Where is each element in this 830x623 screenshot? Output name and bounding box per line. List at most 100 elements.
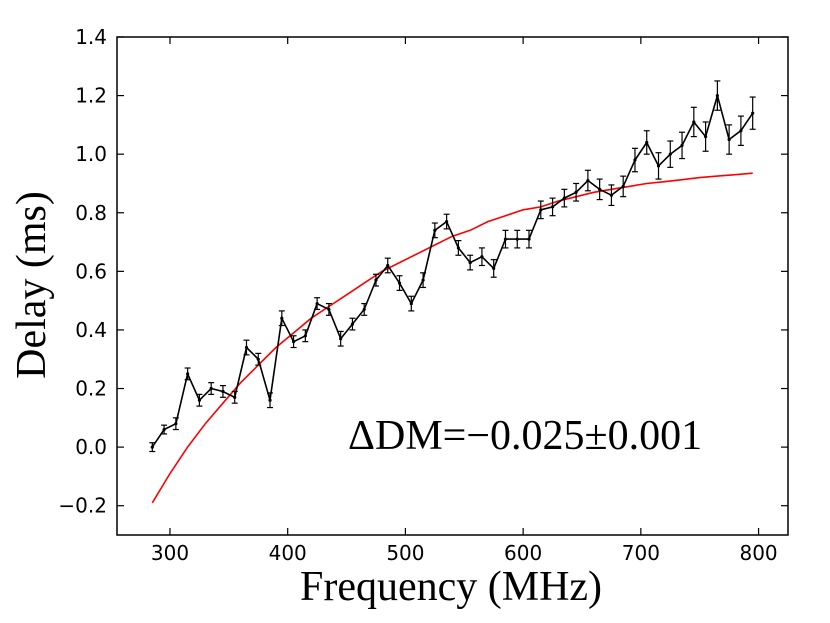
data-point xyxy=(209,386,213,391)
data-point xyxy=(527,237,531,241)
data-point xyxy=(374,278,378,282)
data-point xyxy=(327,307,331,312)
data-point xyxy=(386,263,390,268)
error-bar xyxy=(431,222,438,239)
error-bar xyxy=(467,254,474,271)
y-tick-label: 0.2 xyxy=(75,377,107,401)
error-bar xyxy=(690,106,697,138)
y-axis-title: Delay (ms) xyxy=(9,191,55,379)
data-point xyxy=(303,334,307,338)
data-point xyxy=(562,196,566,200)
error-bar xyxy=(596,178,603,201)
data-point xyxy=(256,357,260,361)
x-axis-title: Frequency (MHz) xyxy=(300,564,602,610)
x-tick-label: 700 xyxy=(622,541,660,565)
error-bar xyxy=(196,393,203,407)
error-bar xyxy=(478,247,485,267)
error-bar xyxy=(172,417,179,431)
data-point xyxy=(621,184,625,188)
data-point xyxy=(433,228,437,232)
data-point xyxy=(162,427,166,432)
axis-ticks: 300 400 500 600 700 800 −0.2 0.0 0.2 0.4 0.6 0.8 1.0… xyxy=(58,25,788,565)
x-tick-label: 400 xyxy=(269,541,307,565)
error-bar xyxy=(643,130,650,155)
error-bar xyxy=(325,302,332,316)
data-point xyxy=(421,278,425,282)
error-bar xyxy=(608,184,615,207)
error-bar xyxy=(302,329,309,343)
error-bar xyxy=(349,317,356,331)
data-point xyxy=(291,340,296,344)
data-point xyxy=(739,129,743,133)
data-point xyxy=(197,398,202,402)
error-bar xyxy=(420,272,427,289)
error-bar xyxy=(278,310,285,327)
error-bar xyxy=(290,335,297,349)
data-point xyxy=(445,219,449,224)
data-point xyxy=(751,111,755,115)
error-bar xyxy=(584,169,591,192)
measured-line xyxy=(151,92,754,448)
data-point xyxy=(244,345,249,350)
y-tick-label: 0.6 xyxy=(75,259,107,283)
error-bar xyxy=(408,295,415,312)
error-bar xyxy=(184,367,191,381)
x-tick-label: 600 xyxy=(504,541,542,565)
error-bar xyxy=(384,257,391,274)
data-point xyxy=(350,322,355,326)
error-bar xyxy=(667,140,674,168)
error-bar xyxy=(561,188,568,208)
error-bar xyxy=(267,392,274,409)
error-bar xyxy=(372,273,379,287)
error-bar xyxy=(514,229,521,249)
data-point xyxy=(598,187,602,191)
x-tick-label: 300 xyxy=(151,541,189,565)
y-tick-label: 0.8 xyxy=(75,201,107,225)
error-bar xyxy=(361,302,368,316)
data-point xyxy=(727,137,731,142)
data-point xyxy=(492,266,496,271)
error-bar xyxy=(255,352,262,366)
data-point xyxy=(550,205,555,209)
delta-dm-annotation: ΔDM=−0.025±0.001 xyxy=(348,413,702,459)
error-bar xyxy=(337,330,344,347)
error-bar xyxy=(749,96,756,130)
data-point xyxy=(409,301,413,306)
data-point xyxy=(174,422,178,426)
data-point xyxy=(539,208,543,212)
error-bar xyxy=(549,197,556,217)
data-point xyxy=(233,395,237,399)
data-point xyxy=(397,281,402,285)
error-bar xyxy=(314,297,321,311)
data-point xyxy=(692,120,696,124)
data-point xyxy=(503,237,508,241)
error-bar xyxy=(396,275,403,291)
error-bar xyxy=(573,182,580,202)
x-tick-label: 500 xyxy=(386,541,424,565)
y-tick-label: 1.2 xyxy=(75,84,107,108)
error-bar xyxy=(679,131,686,160)
data-point xyxy=(633,158,637,162)
data-point xyxy=(515,237,519,241)
data-point xyxy=(456,246,460,250)
data-point xyxy=(680,143,684,147)
error-bar xyxy=(455,239,462,256)
error-bar xyxy=(655,152,662,180)
data-point xyxy=(703,135,708,139)
error-bar xyxy=(726,124,733,155)
data-point xyxy=(362,307,366,312)
error-bar xyxy=(526,229,533,249)
error-bar xyxy=(502,229,509,249)
data-point xyxy=(468,260,472,265)
data-point xyxy=(268,398,272,402)
x-tick-label: 800 xyxy=(739,541,777,565)
data-point xyxy=(150,445,154,449)
data-point xyxy=(480,255,484,259)
y-tick-label: 0.0 xyxy=(75,435,107,459)
data-point xyxy=(715,93,719,98)
data-point xyxy=(186,372,190,376)
data-point xyxy=(645,140,649,145)
y-tick-label: 1.0 xyxy=(75,142,107,166)
data-point xyxy=(574,190,578,194)
